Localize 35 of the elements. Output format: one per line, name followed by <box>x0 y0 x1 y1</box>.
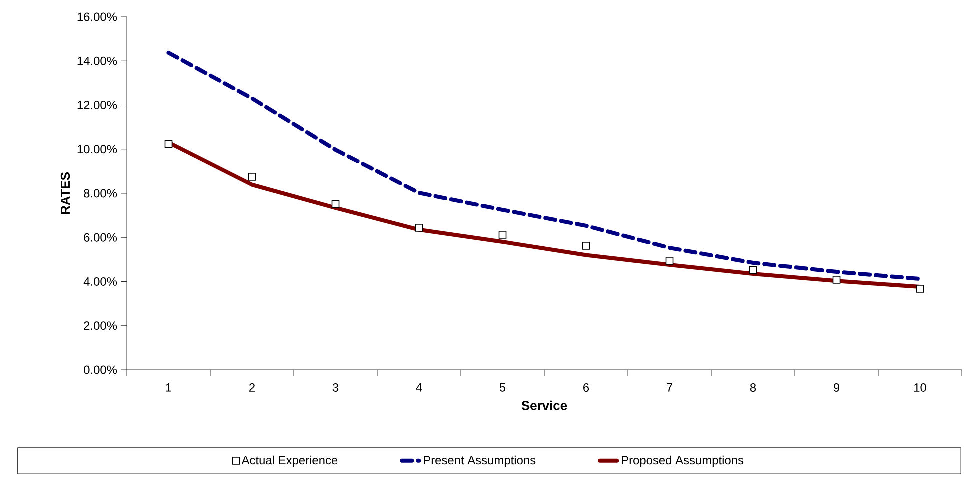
point <box>749 266 758 274</box>
x-tick-label: 5 <box>500 384 506 392</box>
x-tick-label: 2 <box>250 384 255 392</box>
y-tick-label: 16.00% <box>78 12 118 22</box>
y-tick-label: 2.00% <box>84 322 118 330</box>
point <box>164 140 173 148</box>
y-tick-label: 10.00% <box>78 145 118 154</box>
y-tick-label: 14.00% <box>78 56 118 66</box>
x-tick-label: 6 <box>584 384 590 392</box>
x-tick-label: 8 <box>750 384 756 392</box>
x-tick-label: 7 <box>667 384 672 392</box>
x-tick-label: 9 <box>834 384 840 392</box>
y-tick-label: 12.00% <box>78 101 118 110</box>
legend-label: Present Assumptions <box>424 456 536 467</box>
x-tick-label: 1 <box>166 384 172 392</box>
x-tick-label: 10 <box>914 384 926 392</box>
point <box>248 173 256 181</box>
point <box>498 231 507 239</box>
line-series <box>166 50 922 282</box>
x-axis-title: Service <box>522 400 568 410</box>
point <box>582 242 590 250</box>
y-tick-label: 4.00% <box>84 278 118 286</box>
point <box>832 276 841 284</box>
y-tick-label: 6.00% <box>84 233 118 242</box>
point <box>415 224 424 232</box>
x-tick-label: 4 <box>416 384 422 392</box>
y-axis-title: RATES <box>60 172 70 214</box>
point <box>332 200 340 208</box>
legend-label: Proposed Assumptions <box>622 456 744 467</box>
legend-label: Actual Experience <box>242 456 338 467</box>
y-tick-label: 0.00% <box>84 366 118 374</box>
point <box>916 285 924 293</box>
point <box>666 257 674 265</box>
y-tick-label: 8.00% <box>84 189 118 198</box>
x-tick-label: 3 <box>332 384 339 392</box>
